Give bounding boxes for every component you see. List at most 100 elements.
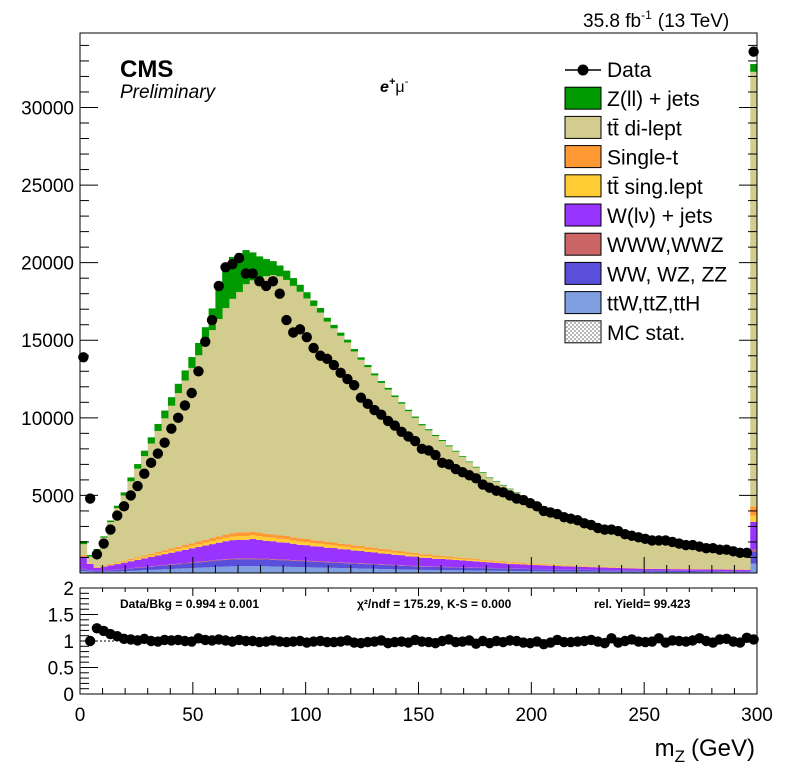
data-point [125,490,136,501]
stack-bar-tt_dilep [574,520,582,566]
stack-bar-single_t [188,543,196,546]
data-point [348,380,360,391]
stack-bar-ttW_ttZ_ttH [472,570,480,573]
stack-bar-W_jets [222,541,230,560]
stack-bar-W_jets [215,542,223,560]
stack-bar-single_t [560,565,568,566]
stack-bar-WW_WZ_ZZ [668,570,677,572]
ratio-tick-label: 1.5 [48,606,74,627]
legend-swatch [564,86,602,110]
stack-bar-tt_semi [540,564,548,566]
stack-bar-ttW_ttZ_ttH [154,569,162,573]
stack-bar-tt_dilep [310,305,318,541]
stack-bar-tt_dilep [506,489,514,563]
stack-bar-WW_WZ_ZZ [113,569,122,572]
stack-bar-tt_semi [492,561,501,563]
data-point [274,288,285,299]
stack-bar-W_jets [587,567,595,570]
stack-bar-ttW_ttZ_ttH [296,567,304,573]
stack-bar-W_jets [377,553,386,565]
stack-bar-ttW_ttZ_ttH [601,571,609,573]
x-tick-label: 50 [182,705,203,726]
stack-bar-ttW_ttZ_ttH [587,571,595,573]
data-point [213,280,224,292]
y-tick-label: 30000 [21,98,74,119]
stack-bar-tt_dilep [289,285,298,538]
stack-bar-WW_WZ_ZZ [682,570,690,573]
x-tick-label: 300 [741,705,773,726]
stack-bar-W_jets [344,549,352,563]
stack-bar-WWW_WWZ [276,559,284,561]
stack-bar-Z_jets [357,357,365,360]
stack-bar-tt_semi [486,561,494,563]
stack-bar-W_jets [479,561,487,568]
stack-bar-WW_WZ_ZZ [472,567,480,571]
stack-bar-WWW_WWZ [296,560,304,562]
stack-bar-W_jets [269,541,277,560]
stack-bar-Z_jets [86,555,94,557]
stack-bar-single_t [228,533,237,537]
stack-bar-tt_dilep [608,529,616,568]
stack-bar-ttW_ttZ_ttH [668,571,677,573]
stack-bar-ttW_ttZ_ttH [249,566,257,573]
stack-bar-ttW_ttZ_ttH [323,567,331,573]
legend-label: WWW,WWZ [607,234,724,257]
stack-bar-WW_WZ_ZZ [635,570,643,572]
stack-bar-WW_WZ_ZZ [533,569,541,572]
stack-bar-W_jets [316,546,325,562]
stack-bar-W_jets [113,564,122,570]
stack-bar-ttW_ttZ_ttH [608,571,616,573]
legend: Data Z(ll) + jets tt̄ di-lept Single-t tt̄ s… [564,59,727,345]
stack-bar-WW_WZ_ZZ [228,559,237,567]
stack-bar-WW_WZ_ZZ [168,564,176,569]
stack-bar-tt_dilep [174,393,182,547]
stack-bar-W_jets [195,546,203,562]
stack-bar-Z_jets [262,259,270,277]
stack-bar-WW_WZ_ZZ [736,571,744,573]
stack-bar-tt_dilep [113,508,122,563]
stack-bar-tt_dilep [641,538,650,569]
stack-bar-tt_dilep [567,518,575,566]
stack-bar-single_t [384,549,392,552]
stack-bar-single_t [113,562,122,564]
stack-bar-Z_jets [296,284,304,292]
stack-bar-single_t [140,555,149,557]
stack-bar-tt_semi [242,536,250,540]
stack-bar-tt_dilep [80,544,88,555]
data-point [389,420,401,431]
stack-bar-W_jets [296,544,304,561]
stack-bar-tt_dilep [438,441,446,556]
ratio-chi2: χ²/ndf = 175.29, K-S = 0.000 [357,597,512,611]
stack-bar-tt_semi [432,557,440,559]
stack-bar-WW_WZ_ZZ [628,570,636,572]
stack-bar-WWW_WWZ [181,563,189,564]
stack-bar-WW_WZ_ZZ [174,564,182,569]
stack-bar-W_jets [560,566,568,570]
stack-bar-W_jets [350,550,358,563]
stack-bar-Z_jets [256,256,264,279]
stack-bar-single_t [553,564,562,566]
stack-bar-ttW_ttZ_ttH [526,571,534,573]
stack-bar-Z_jets [310,300,318,306]
stack-bar-WW_WZ_ZZ [729,571,738,573]
stack-bar-W_jets [580,566,589,570]
stack-bar-tt_dilep [276,276,284,536]
stack-bar-tt_dilep [228,298,237,534]
stack-bar-tt_dilep [452,451,460,558]
stack-bar-W_jets [655,568,663,571]
data-point [267,276,279,287]
stack-bar-tt_dilep [201,342,210,540]
stack-bar-ttW_ttZ_ttH [628,571,636,573]
ratio-tick-label: 0.5 [48,659,74,680]
stack-bar-single_t [127,558,135,560]
stack-bar-Z_jets [80,541,88,545]
stack-bar-tt_semi [344,546,352,550]
stack-bar-tt_dilep [696,546,704,569]
stack-bar-W_jets [154,555,162,566]
y-tick-label: 10000 [21,409,74,430]
stack-bar-ttW_ttZ_ttH [113,571,122,573]
stack-bar-W_jets [418,557,426,567]
stack-bar-Z_jets [750,64,757,72]
stack-bar-tt_semi [181,547,189,550]
stack-bar-tt_dilep [655,541,663,569]
